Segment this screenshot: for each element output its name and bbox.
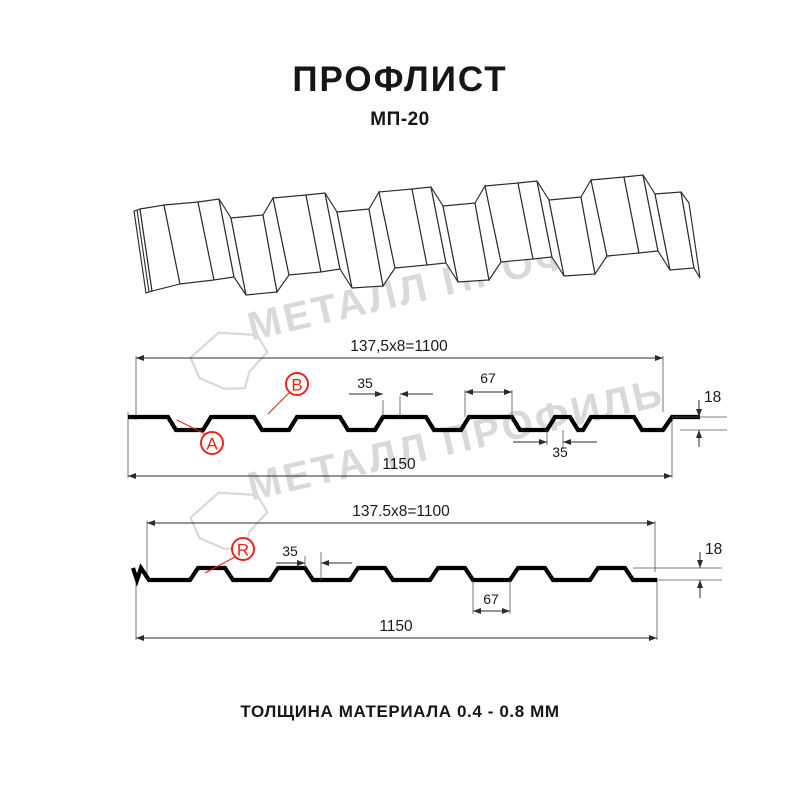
page-subtitle: МП-20 [370,108,430,130]
dim-label-35-bottom2: 35 [282,543,298,559]
leader-line-r [204,556,236,574]
material-thickness-note: ТОЛЩИНА МАТЕРИАЛА 0.4 - 0.8 ММ [240,702,560,721]
marker-circle-b[interactable] [285,372,309,396]
marker-label-a: A [206,435,218,454]
section-top: 137,5x8=1100 A B 35 67 [127,338,727,479]
dim-label-18-top: 18 [704,389,721,406]
iso-right-edge [680,191,701,279]
dim-label-35-top: 35 [357,375,373,391]
leader-line-a [176,419,206,435]
dim-label-35-bottom: 35 [552,444,568,460]
page-title: ПРОФЛИСТ [292,60,508,99]
profile-outline-bottom [131,563,657,587]
dim-label-width-top: 1150 [382,456,416,473]
marker-circle-r[interactable] [231,537,255,561]
iso-profile-sheet [133,174,701,296]
section-bottom: 137.5x8=1100 R 35 67 18 [131,503,722,641]
watermark-logo-shape [189,491,269,550]
watermark-logo-shape [189,331,269,390]
marker-label-r: R [237,541,249,560]
leader-line-b [267,391,291,415]
title-block: ПРОФЛИСТ МП-20 [0,60,800,131]
dim-label-pitch-top: 137,5x8=1100 [350,338,448,355]
marker-label-b: B [291,376,302,395]
dim-label-18-bottom: 18 [705,541,722,558]
dim-label-pitch-bottom: 137.5x8=1100 [352,503,450,520]
profile-outline-top [128,414,700,433]
marker-circle-a[interactable] [200,431,224,455]
dim-label-67-bottom: 67 [483,591,499,607]
dim-label-67-top: 67 [480,370,496,386]
dim-label-width-bottom: 1150 [379,618,413,635]
